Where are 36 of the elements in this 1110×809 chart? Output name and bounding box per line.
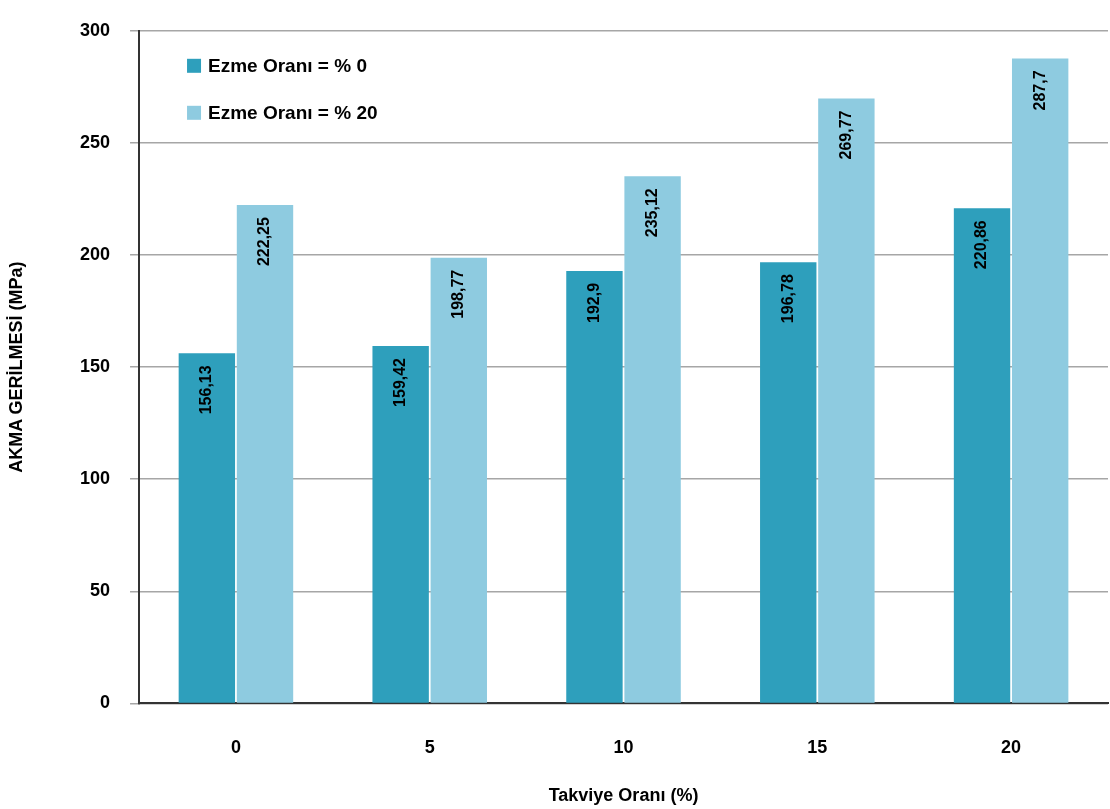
data-label: 235,12 bbox=[642, 188, 660, 238]
data-label: 196,78 bbox=[778, 274, 796, 324]
bar bbox=[178, 353, 236, 703]
data-label: 220,86 bbox=[972, 220, 990, 270]
y-tick-label: 100 bbox=[79, 468, 111, 489]
x-tick-label: 20 bbox=[1001, 737, 1022, 758]
x-axis-title: Takviye Oranı (%) bbox=[548, 784, 699, 805]
y-tick-label: 200 bbox=[79, 243, 111, 264]
y-tick-label: 250 bbox=[79, 131, 111, 152]
bar bbox=[430, 257, 487, 703]
y-tick-label: 0 bbox=[100, 692, 111, 713]
bar bbox=[566, 270, 623, 703]
data-label: 192,9 bbox=[584, 282, 602, 323]
y-tick-label: 50 bbox=[90, 580, 111, 601]
x-tick-label: 5 bbox=[424, 737, 435, 758]
bar bbox=[624, 176, 681, 703]
bar bbox=[372, 345, 429, 703]
x-tick-label: 10 bbox=[613, 737, 634, 758]
data-label: 222,25 bbox=[255, 217, 273, 267]
x-tick-label: 15 bbox=[807, 737, 828, 758]
bar bbox=[818, 98, 875, 703]
data-label: 198,77 bbox=[449, 269, 467, 319]
bar bbox=[236, 205, 294, 703]
bar bbox=[760, 262, 817, 703]
x-tick-label: 0 bbox=[230, 737, 241, 758]
data-label: 159,42 bbox=[391, 357, 409, 407]
data-label: 287,7 bbox=[1030, 70, 1048, 111]
legend-label: Ezme Oranı = % 0 bbox=[208, 55, 367, 77]
legend-label: Ezme Oranı = % 20 bbox=[208, 102, 378, 124]
y-tick-label: 150 bbox=[79, 356, 111, 377]
y-axis-title: AKMA GERİLMESİ (MPa) bbox=[5, 261, 26, 473]
data-label: 269,77 bbox=[836, 110, 854, 160]
y-tick-label: 300 bbox=[79, 19, 111, 40]
bar bbox=[1011, 58, 1069, 703]
data-label: 156,13 bbox=[197, 365, 215, 415]
bar bbox=[953, 208, 1011, 703]
